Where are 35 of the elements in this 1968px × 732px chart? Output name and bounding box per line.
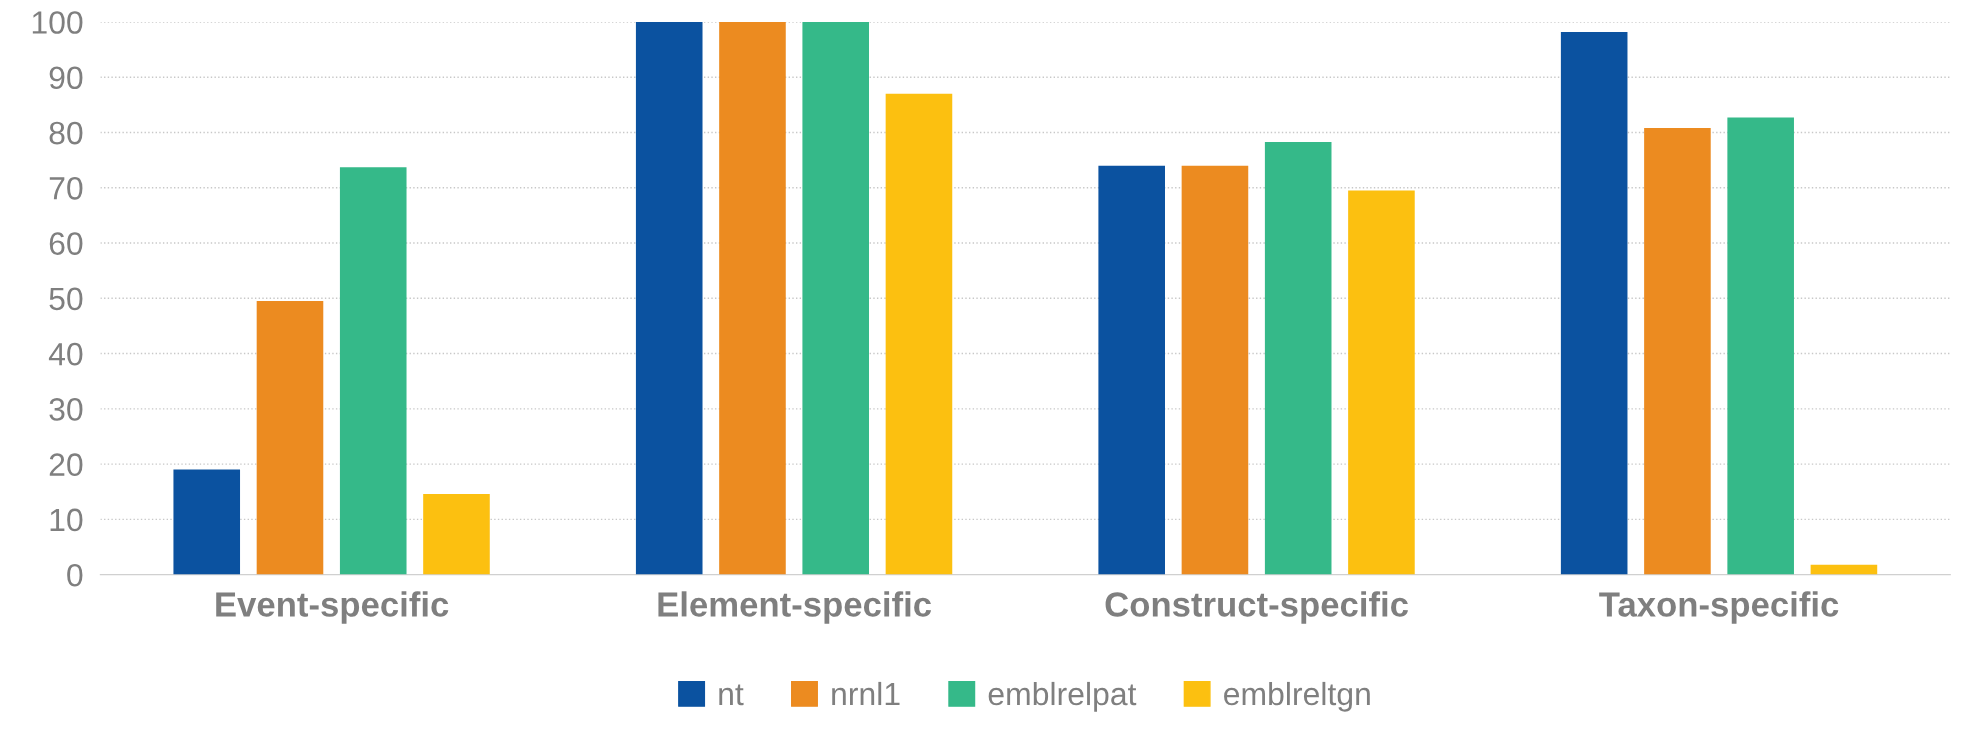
bar xyxy=(1644,128,1711,575)
y-tick-label: 40 xyxy=(48,342,83,366)
y-tick-label: 70 xyxy=(49,177,83,200)
bar xyxy=(173,469,241,575)
legend-label: nt xyxy=(719,684,744,706)
bar xyxy=(719,21,786,575)
y-tick-label: 90 xyxy=(49,66,83,90)
y-tick-label: 10 xyxy=(50,508,83,532)
y-tick-label: 80 xyxy=(49,121,83,145)
y-tick-label: 20 xyxy=(49,453,83,476)
bar xyxy=(635,21,703,575)
bar xyxy=(802,21,870,575)
legend-label: emblreltgn xyxy=(1224,681,1370,712)
bar xyxy=(1348,190,1415,575)
y-tick-label: 50 xyxy=(49,287,83,311)
bar xyxy=(1098,165,1165,575)
bar xyxy=(256,301,324,575)
bar xyxy=(1727,117,1794,575)
legend-label: emblrelpat xyxy=(988,681,1137,712)
x-tick-label: Event-specific xyxy=(216,591,449,624)
x-tick-label: Element-specific xyxy=(658,591,932,624)
bar xyxy=(885,93,953,575)
x-tick-label: Construct-specific xyxy=(1105,591,1408,624)
bar xyxy=(423,493,490,575)
bar xyxy=(339,167,407,575)
y-tick-label: 30 xyxy=(49,398,83,421)
bar xyxy=(1560,31,1628,575)
bar xyxy=(1264,141,1332,575)
y-tick-label: 60 xyxy=(49,232,83,255)
bar xyxy=(1810,564,1878,575)
y-tick-label: 0 xyxy=(67,563,83,587)
bar xyxy=(1181,165,1249,575)
x-tick-label: Taxon-specific xyxy=(1599,591,1839,624)
legend-label: nrnl1 xyxy=(832,681,900,706)
y-tick-label: 100 xyxy=(32,11,83,34)
